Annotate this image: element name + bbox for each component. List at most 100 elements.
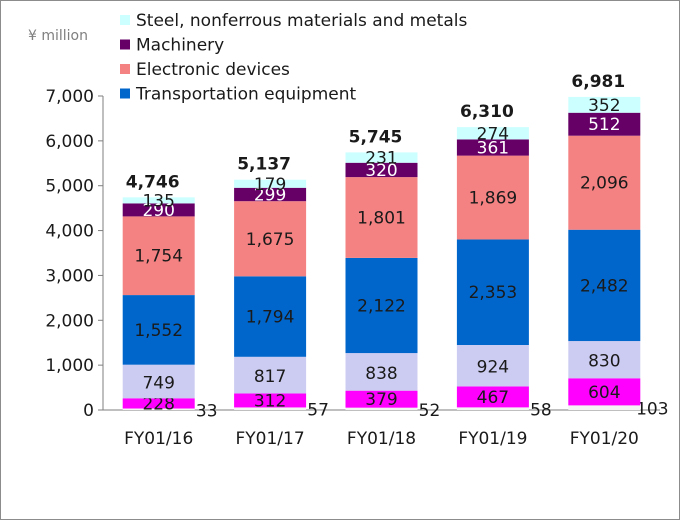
segment-label: 379 xyxy=(365,390,397,410)
segment-label: 103 xyxy=(636,400,668,420)
bar-segment xyxy=(568,341,641,379)
segment-label: 2,122 xyxy=(357,296,406,316)
bar-segment xyxy=(234,276,307,357)
legend-label: Steel, nonferrous materials and metals xyxy=(136,11,467,31)
total-label: 5,137 xyxy=(237,155,291,175)
bar-segment xyxy=(345,177,418,258)
axes: 0 1,000 2,000 3,000 4,000 5,000 6,000 7,000 xyxy=(45,87,660,421)
segment-label: 179 xyxy=(254,175,286,195)
y-tick-label: 7,000 xyxy=(45,87,94,107)
total-label: 5,745 xyxy=(349,127,403,147)
bar-segment xyxy=(345,162,418,178)
legend-label: Transportation equipment xyxy=(135,85,356,105)
bar-segment xyxy=(568,229,641,342)
segment-label: 1,552 xyxy=(134,321,183,341)
segment-label: 1,675 xyxy=(246,230,295,250)
segment-label: 838 xyxy=(365,364,397,384)
bar-segment xyxy=(234,179,307,188)
bar-segment xyxy=(122,408,195,410)
bar-segment xyxy=(234,356,307,394)
segment-label: 361 xyxy=(477,139,509,159)
segment-label: 2,353 xyxy=(469,283,518,303)
segment-label: 135 xyxy=(142,191,174,211)
bar-segment xyxy=(345,152,418,163)
total-label: 6,310 xyxy=(460,102,514,122)
bar-segment xyxy=(122,398,195,409)
segment-label: 1,869 xyxy=(469,189,518,209)
x-tick-label: FY01/17 xyxy=(236,429,305,449)
segment-label: 352 xyxy=(588,96,620,116)
bar-segment xyxy=(568,112,641,136)
bar-segment xyxy=(568,135,641,230)
bar-segment xyxy=(456,155,529,240)
segment-label: 830 xyxy=(588,352,620,372)
segment-label: 2,096 xyxy=(580,174,629,194)
segment-label: 512 xyxy=(588,115,620,135)
y-tick-label: 0 xyxy=(83,401,94,421)
bar-segment xyxy=(568,405,641,410)
legend-swatch xyxy=(120,15,130,25)
segment-label: 924 xyxy=(477,358,509,378)
bar-segment xyxy=(234,407,307,410)
total-label: 6,981 xyxy=(571,72,625,92)
legend-swatch xyxy=(120,64,130,74)
segment-label: 1,754 xyxy=(134,247,183,267)
bar-segment xyxy=(234,187,307,202)
bar-segment xyxy=(234,201,307,277)
bar-segment xyxy=(568,378,641,406)
segment-label: 231 xyxy=(365,149,397,169)
y-tick-label: 1,000 xyxy=(45,356,94,376)
segment-label: 228 xyxy=(142,394,174,414)
y-unit-label: ¥ million xyxy=(28,28,88,44)
bar-segment xyxy=(456,127,529,140)
bar-segment xyxy=(456,345,529,387)
segment-label: 33 xyxy=(196,401,218,421)
segment-label: 299 xyxy=(254,185,286,205)
segment-label: 57 xyxy=(307,401,329,421)
legend-swatch xyxy=(120,88,130,99)
segment-label: 290 xyxy=(142,201,174,221)
bar-segment xyxy=(345,407,418,410)
y-tick-label: 5,000 xyxy=(45,177,94,197)
bar-segment xyxy=(345,257,418,354)
bar-segment xyxy=(122,203,195,217)
segment-label: 749 xyxy=(142,373,174,393)
y-tick-label: 3,000 xyxy=(45,266,94,286)
segment-label: 2,482 xyxy=(580,276,629,296)
bar-segment xyxy=(122,295,195,365)
bar-segment xyxy=(234,393,307,408)
legend-swatch xyxy=(120,39,130,50)
total-label: 4,746 xyxy=(126,172,180,192)
legend: Steel, nonferrous materials and metals Ma… xyxy=(120,11,467,105)
y-tick-label: 6,000 xyxy=(45,132,94,152)
y-tick-label: 2,000 xyxy=(45,311,94,331)
segment-label: 58 xyxy=(530,401,552,421)
segment-label: 52 xyxy=(419,401,441,421)
legend-label: Machinery xyxy=(136,36,224,56)
segment-label: 467 xyxy=(477,388,509,408)
bar-segment xyxy=(122,216,195,296)
bar-segment xyxy=(456,386,529,408)
y-tick-label: 4,000 xyxy=(45,222,94,242)
bar-segment xyxy=(122,197,195,204)
x-tick-label: FY01/20 xyxy=(570,429,639,449)
bar-segment xyxy=(456,139,529,156)
segment-label: 274 xyxy=(477,124,509,144)
segment-label: 817 xyxy=(254,367,286,387)
legend-label: Electronic devices xyxy=(136,60,290,80)
bar-segment xyxy=(456,407,529,410)
bar-segment xyxy=(345,353,418,391)
bar-segment xyxy=(456,239,529,346)
x-tick-label: FY01/18 xyxy=(347,429,416,449)
bar-segment xyxy=(568,96,641,113)
segment-label: 320 xyxy=(365,161,397,181)
bar-segment xyxy=(345,390,418,408)
x-tick-label: FY01/16 xyxy=(124,429,193,449)
segment-label: 1,801 xyxy=(357,208,406,228)
bar-segment xyxy=(122,364,195,399)
segment-label: 1,794 xyxy=(246,308,295,328)
segment-label: 604 xyxy=(588,383,620,403)
